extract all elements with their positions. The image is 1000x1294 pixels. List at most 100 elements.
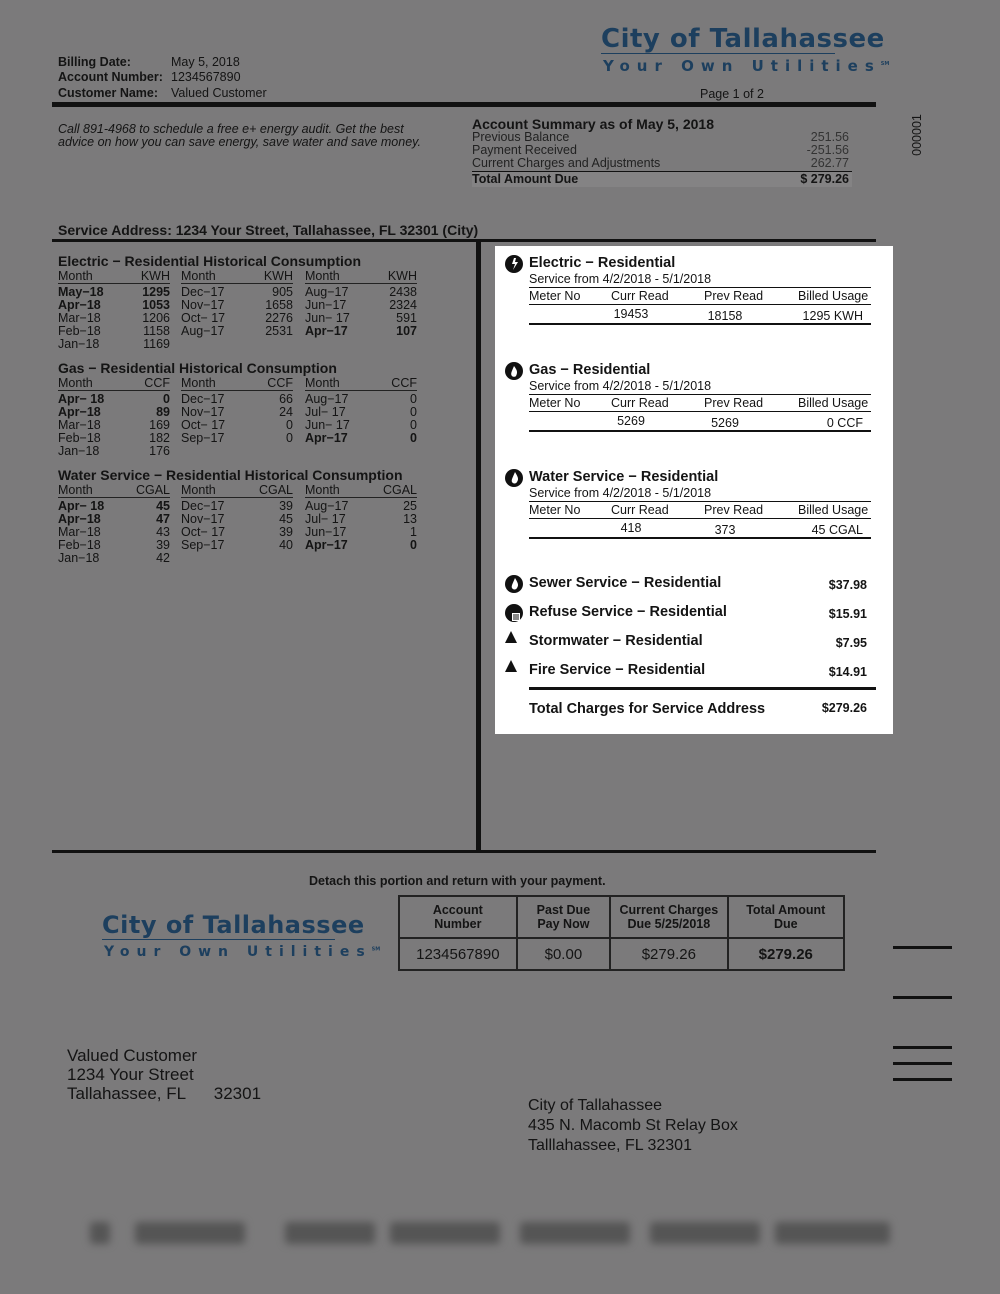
account-number-label: Account Number: bbox=[58, 70, 163, 84]
billed-usage: 0 CCF bbox=[826, 416, 863, 430]
scanline-blurred bbox=[650, 1222, 760, 1244]
total-charges-row: Total Charges for Service Address $279.26 bbox=[495, 701, 893, 721]
brand-slogan-text: Your Own Utilities bbox=[603, 57, 881, 75]
current-read: 19453 bbox=[613, 307, 649, 321]
divider bbox=[529, 304, 871, 305]
history-value: 66 bbox=[279, 392, 293, 406]
history-value: 47 bbox=[156, 512, 170, 526]
charge-label: Fire Service − Residential bbox=[529, 662, 706, 678]
charge-label: Stormwater − Residential bbox=[529, 633, 703, 649]
sewer-drop-icon bbox=[505, 575, 523, 597]
history-month: Dec−17 bbox=[181, 285, 225, 299]
history-value: 45 bbox=[279, 512, 293, 526]
meter-header-meter: Meter No bbox=[529, 396, 581, 410]
stub-header-line1: Total Amount bbox=[746, 903, 826, 917]
history-value: 45 bbox=[156, 499, 170, 513]
history-row: Apr−18 1053 bbox=[58, 299, 170, 312]
divider bbox=[529, 537, 871, 539]
history-month: Oct− 17 bbox=[181, 525, 226, 539]
history-month: Aug−17 bbox=[305, 285, 349, 299]
history-row: Nov−17 45 bbox=[181, 513, 293, 526]
billed-usage: 1295 KWH bbox=[802, 309, 863, 323]
divider bbox=[529, 430, 871, 432]
history-row: Apr−17 107 bbox=[305, 325, 417, 338]
history-month: Jan−18 bbox=[58, 551, 100, 565]
divider bbox=[529, 518, 871, 519]
stub-brand-slogan-text: Your Own Utilities bbox=[104, 944, 372, 960]
triangle-icon bbox=[504, 630, 518, 648]
stub-brand-slogan: Your Own UtilitiesSM bbox=[104, 944, 380, 960]
stub-service-mark: SM bbox=[371, 946, 381, 953]
history-value: 0 bbox=[410, 431, 417, 445]
total-amount: $ 279.26 bbox=[800, 172, 849, 186]
history-month: Aug−17 bbox=[181, 324, 225, 338]
previous-read: 5269 bbox=[711, 416, 739, 430]
stub-header-cell: Total Amount Due bbox=[726, 895, 846, 939]
stub-header-line2: Number bbox=[434, 917, 482, 931]
meter-header-prev: Prev Read bbox=[704, 503, 764, 517]
month-header: Month bbox=[58, 483, 93, 497]
barcode-mark bbox=[893, 1046, 952, 1049]
history-month: Mar−18 bbox=[58, 418, 101, 432]
meter-header-prev: Prev Read bbox=[704, 289, 764, 303]
detach-divider bbox=[52, 850, 876, 853]
history-row: Jun− 17 591 bbox=[305, 312, 417, 325]
stub-value-row: 1234567890 $0.00 $279.26 $279.26 bbox=[398, 937, 846, 971]
history-column-header: Month CGAL bbox=[58, 484, 170, 498]
history-row: Apr−18 89 bbox=[58, 406, 170, 419]
history-column: Month CGAL Aug−17 25 Jul− 17 13 Jun−17 1 Apr−17 0 bbox=[305, 484, 417, 552]
history-column: Month CCF Apr− 18 0 Apr−18 89 Mar−18 169 Feb−18 1… bbox=[58, 377, 170, 458]
history-row: Apr−17 0 bbox=[305, 432, 417, 445]
divider bbox=[529, 394, 871, 395]
history-month: Jan−18 bbox=[58, 444, 100, 458]
remit-address: City of Tallahassee 435 N. Macomb St Rela… bbox=[528, 1096, 738, 1156]
charge-row: Sewer Service − Residential $37.98 bbox=[495, 575, 893, 597]
history-row: Aug−17 25 bbox=[305, 500, 417, 513]
history-month: Apr−18 bbox=[58, 512, 101, 526]
history-value: 1295 bbox=[142, 285, 170, 299]
month-header: Month bbox=[305, 269, 340, 283]
history-row: Apr− 18 45 bbox=[58, 500, 170, 513]
history-value: 39 bbox=[279, 525, 293, 539]
history-value: 42 bbox=[156, 551, 170, 565]
history-row: Feb−18 182 bbox=[58, 432, 170, 445]
month-header: Month bbox=[58, 269, 93, 283]
month-header: Month bbox=[305, 376, 340, 390]
current-read: 418 bbox=[620, 521, 642, 535]
summary-divider bbox=[472, 171, 852, 172]
history-value: 2531 bbox=[265, 324, 293, 338]
trash-can-icon bbox=[505, 604, 523, 626]
history-column: Month CCF Aug−17 0 Jul− 17 0 Jun− 17 0 Apr−17 0 bbox=[305, 377, 417, 445]
summary-row: Previous Balance 251.56 bbox=[472, 131, 849, 144]
unit-header: KWH bbox=[387, 269, 417, 283]
history-row: Feb−18 1158 bbox=[58, 325, 170, 338]
divider bbox=[529, 501, 871, 502]
stub-header-cell: Account Number bbox=[398, 895, 518, 939]
history-column: Month KWH May−18 1295 Apr−18 1053 Mar−18 1206 Fe… bbox=[58, 270, 170, 351]
history-row: Oct− 17 2276 bbox=[181, 312, 293, 325]
history-row: Aug−17 2438 bbox=[305, 286, 417, 299]
barcode-mark bbox=[893, 946, 952, 949]
history-value: 0 bbox=[286, 431, 293, 445]
promo-message: Call 891-4968 to schedule a free e+ ener… bbox=[58, 122, 421, 149]
stub-header-cell: Current Charges Due 5/25/2018 bbox=[609, 895, 729, 939]
charge-label: Sewer Service − Residential bbox=[529, 575, 722, 591]
history-row: Sep−17 40 bbox=[181, 539, 293, 552]
history-row: Mar−18 169 bbox=[58, 419, 170, 432]
triangle-icon bbox=[504, 659, 518, 677]
history-row: Apr−17 0 bbox=[305, 539, 417, 552]
history-value: 25 bbox=[403, 499, 417, 513]
vertical-divider bbox=[476, 242, 481, 852]
meter-header-usage: Billed Usage bbox=[798, 503, 869, 517]
stub-value-total-due: $279.26 bbox=[726, 937, 846, 971]
history-month: Feb−18 bbox=[58, 324, 101, 338]
history-month: Sep−17 bbox=[181, 538, 225, 552]
scanline-blurred bbox=[390, 1222, 500, 1244]
history-column-header: Month KWH bbox=[305, 270, 417, 284]
history-row: Jan−18 1169 bbox=[58, 338, 170, 351]
stub-logo-underline bbox=[102, 939, 335, 940]
history-month: Oct− 17 bbox=[181, 418, 226, 432]
history-row: May−18 1295 bbox=[58, 286, 170, 299]
history-column-header: Month CGAL bbox=[305, 484, 417, 498]
address-line: Talllahassee, FL 32301 bbox=[528, 1137, 692, 1154]
